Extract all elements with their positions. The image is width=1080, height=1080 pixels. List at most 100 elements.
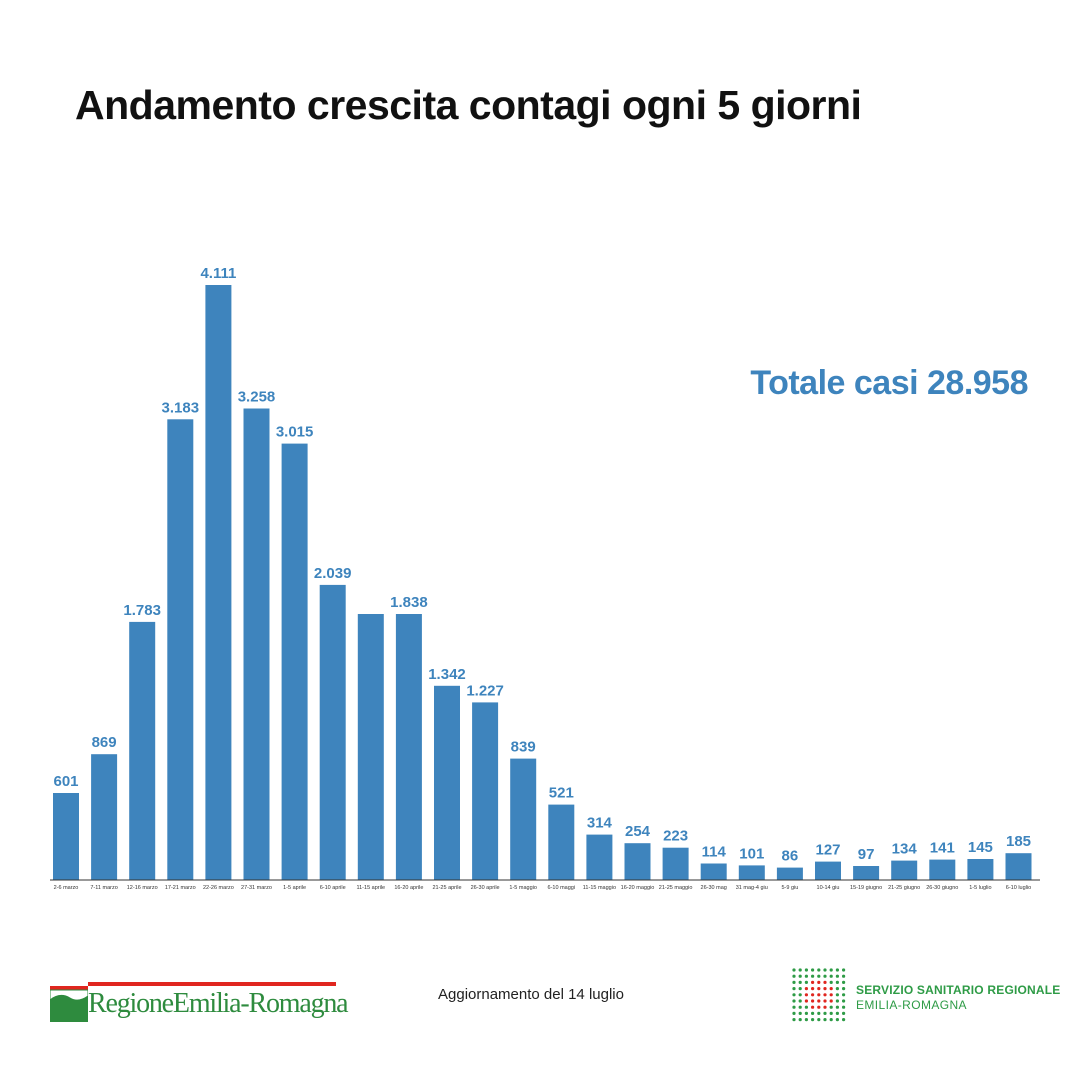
bar-9: [357, 614, 384, 880]
bar-23: [891, 860, 918, 880]
ssr-dot: [804, 993, 808, 997]
ssr-dot: [835, 993, 839, 997]
ssr-dot: [842, 987, 846, 991]
regione-flag-icon: [50, 982, 88, 1022]
x-tick-label-8: 6-10 aprile: [320, 885, 346, 891]
data-label-15: 314: [587, 815, 613, 832]
bar-1: [53, 793, 79, 880]
ssr-dot: [804, 1018, 808, 1022]
x-tick-label-11: 21-25 aprile: [432, 885, 461, 891]
ssr-logo-line1: SERVIZIO SANITARIO REGIONALE: [856, 983, 1061, 997]
ssr-dot: [792, 987, 796, 991]
regione-logo-red-line: [88, 982, 336, 986]
ssr-dot: [835, 974, 839, 978]
bar-13: [510, 758, 537, 880]
ssr-dot: [798, 1005, 802, 1009]
data-label-25: 145: [968, 839, 993, 856]
bars-group: [53, 285, 1032, 880]
ssr-dot: [823, 974, 827, 978]
bar-18: [700, 863, 727, 880]
ssr-dot: [829, 968, 833, 972]
ssr-dot: [835, 999, 839, 1003]
ssr-dot: [835, 1018, 839, 1022]
data-label-4: 3.183: [162, 399, 200, 416]
ssr-dot: [829, 1018, 833, 1022]
ssr-dot: [817, 1005, 821, 1009]
bar-20: [776, 867, 803, 880]
bar-11: [434, 685, 460, 880]
bar-19: [738, 865, 765, 880]
ssr-dot: [792, 1018, 796, 1022]
ssr-dot: [835, 987, 839, 991]
data-label-11: 1.342: [428, 666, 466, 683]
data-label-10: 1.838: [390, 594, 428, 611]
data-labels-group: 601 869 1.783 3.183 4.111 3.258 3.015 2.039 1.83…: [53, 265, 1031, 865]
servizio-sanitario-logo: SERVIZIO SANITARIO REGIONALE EMILIA-ROMA…: [790, 966, 1060, 1026]
data-label-22: 97: [858, 846, 875, 863]
ssr-dot: [823, 968, 827, 972]
ssr-dot: [792, 1011, 796, 1015]
ssr-dot: [842, 1018, 846, 1022]
x-tick-label-2: 7-11 marzo: [90, 885, 117, 891]
bar-22: [853, 866, 880, 880]
bar-17: [662, 847, 689, 880]
data-label-26: 185: [1006, 833, 1031, 850]
bar-24: [929, 859, 956, 880]
data-label-17: 223: [663, 828, 688, 845]
bar-14: [548, 804, 575, 880]
ssr-dot: [835, 1005, 839, 1009]
x-tick-label-7: 1-5 aprile: [283, 885, 306, 891]
x-tick-label-20: 5-9 giu: [781, 885, 798, 891]
ssr-dot: [817, 999, 821, 1003]
ssr-dot: [811, 987, 815, 991]
bar-4: [167, 419, 194, 880]
ssr-dot: [792, 968, 796, 972]
bar-25: [967, 859, 994, 880]
data-label-16: 254: [625, 823, 651, 840]
ssr-dot: [798, 987, 802, 991]
ssr-dot: [829, 1011, 833, 1015]
ssr-dot: [835, 968, 839, 972]
bar-2: [91, 754, 118, 880]
ssr-dot: [798, 999, 802, 1003]
ssr-dot: [792, 993, 796, 997]
x-tick-label-12: 26-30 aprile: [471, 885, 500, 891]
ssr-dot: [811, 974, 815, 978]
ssr-dot: [829, 993, 833, 997]
ssr-dot: [823, 987, 827, 991]
data-label-3: 1.783: [123, 602, 161, 619]
x-tick-label-4: 17-21 marzo: [165, 885, 196, 891]
ssr-dot: [842, 999, 846, 1003]
ssr-dot: [798, 993, 802, 997]
ssr-dot: [823, 1018, 827, 1022]
data-label-19: 101: [739, 845, 764, 862]
x-tick-labels-group: 2-6 marzo 7-11 marzo 12-16 marzo 17-21 marz…: [54, 885, 1032, 891]
ssr-dot: [811, 999, 815, 1003]
ssr-dot: [835, 1011, 839, 1015]
ssr-dot: [817, 980, 821, 984]
x-tick-label-18: 26-30 mag: [701, 885, 727, 891]
data-label-24: 141: [930, 840, 955, 857]
ssr-dot: [792, 999, 796, 1003]
ssr-dot: [823, 1005, 827, 1009]
data-label-7: 3.015: [276, 424, 314, 441]
data-label-23: 134: [892, 841, 918, 858]
bar-3: [129, 621, 156, 880]
ssr-dot: [817, 1011, 821, 1015]
bar-8: [319, 584, 346, 880]
ssr-dot: [817, 968, 821, 972]
x-tick-label-22: 15-19 giugno: [850, 885, 882, 891]
x-tick-label-13: 1-5 maggio: [509, 885, 537, 891]
x-tick-label-19: 31 mag-4 giu: [736, 885, 768, 891]
bar-10: [395, 614, 422, 880]
ssr-dot: [829, 999, 833, 1003]
ssr-dot: [811, 980, 815, 984]
ssr-dot: [823, 993, 827, 997]
ssr-logo-line2: EMILIA-ROMAGNA: [856, 998, 967, 1012]
bar-5: [205, 285, 232, 880]
ssr-dot: [804, 980, 808, 984]
ssr-dot: [798, 974, 802, 978]
x-tick-label-21: 10-14 giu: [817, 885, 840, 891]
data-label-14: 521: [549, 785, 574, 802]
ssr-dot: [842, 980, 846, 984]
